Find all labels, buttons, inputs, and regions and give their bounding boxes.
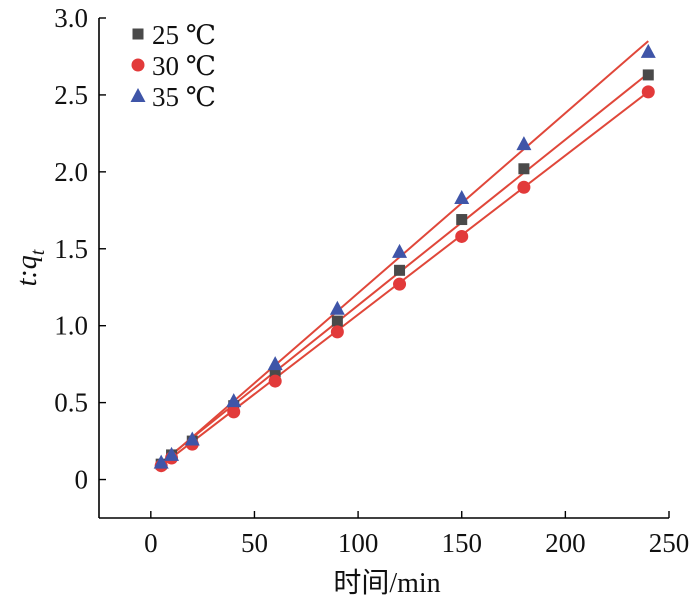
data-point-circle [641, 85, 655, 99]
legend-marker-square [132, 28, 144, 40]
data-point-square [456, 214, 468, 226]
x-tick-label: 250 [649, 528, 690, 558]
y-tick-label: 2.5 [54, 80, 88, 110]
x-tick-label: 50 [241, 528, 268, 558]
fit-line-circle [160, 91, 649, 467]
data-point-circle [330, 325, 344, 339]
x-tick-label: 150 [441, 528, 482, 558]
data-point-square [331, 315, 343, 327]
data-point-circle [393, 277, 407, 291]
y-tick-label: 0.5 [54, 388, 88, 418]
legend: 25 ℃30 ℃35 ℃ [130, 20, 216, 112]
data-point-triangle [329, 300, 345, 315]
data-point-square [518, 163, 530, 175]
legend-label: 35 ℃ [152, 82, 216, 112]
points-layer [153, 43, 656, 473]
data-point-triangle [516, 136, 532, 151]
data-point-square [269, 366, 281, 378]
data-point-triangle [226, 393, 242, 408]
data-point-circle [517, 180, 531, 194]
y-tick-label: 1.0 [54, 311, 88, 341]
axes-layer [98, 18, 669, 519]
data-point-circle [268, 374, 282, 388]
data-point-circle [227, 405, 241, 419]
y-axis-title: t:qt [12, 249, 49, 286]
legend-marker-circle [131, 58, 145, 72]
y-tick-label: 2.0 [54, 157, 88, 187]
legend-label: 30 ℃ [152, 51, 216, 81]
y-tick-label: 0 [75, 465, 89, 495]
fit-line-triangle [160, 40, 649, 465]
data-point-circle [455, 229, 469, 243]
y-axis-title-subscript: t [27, 249, 49, 255]
data-point-triangle [454, 190, 470, 204]
data-point-triangle [164, 446, 180, 461]
data-point-square [394, 264, 406, 276]
data-point-triangle [392, 243, 408, 258]
data-point-triangle [267, 356, 283, 371]
data-point-triangle [184, 431, 200, 446]
x-axis-title: 时间/min [333, 567, 440, 599]
y-axis-title-main: t:q [12, 255, 43, 286]
legend-label: 25 ℃ [152, 20, 216, 50]
data-point-triangle [153, 454, 169, 469]
y-tick-label: 3.0 [54, 3, 88, 33]
x-tick-label: 0 [144, 528, 158, 558]
data-point-square [642, 69, 654, 81]
x-tick-label: 200 [545, 528, 586, 558]
ticks-layer: 0 50 100 150 200 250 0 0.5 1.0 1.5 2.0 2.5 3.0 [54, 3, 689, 558]
data-point-triangle [640, 43, 656, 58]
y-tick-label: 1.5 [54, 234, 88, 264]
legend-marker-triangle [130, 88, 146, 102]
x-tick-label: 100 [338, 528, 379, 558]
